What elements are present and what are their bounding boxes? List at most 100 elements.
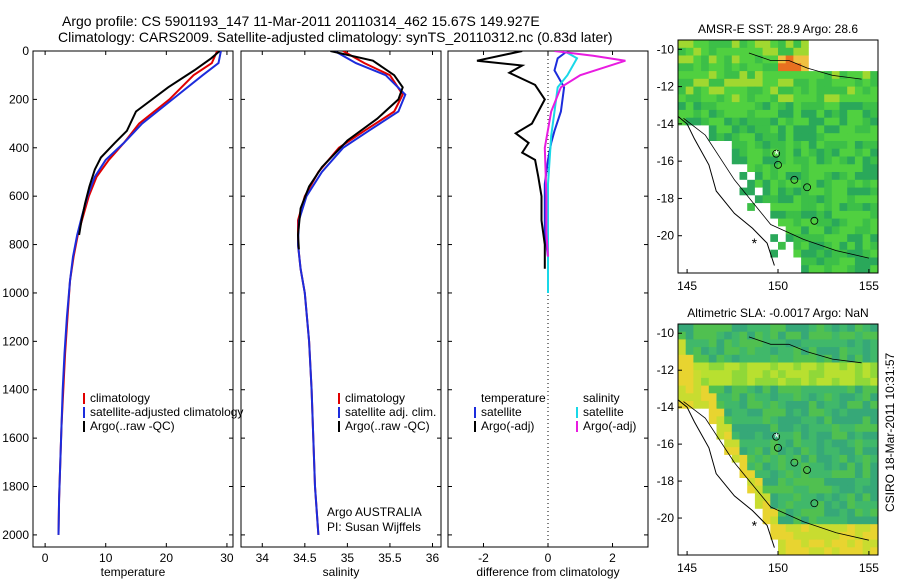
- map-cell: [701, 447, 710, 456]
- map-cell: [708, 501, 717, 510]
- map-cell: [754, 501, 763, 510]
- map-cell: [747, 249, 756, 258]
- map-cell: [847, 195, 856, 204]
- map-cell: [754, 47, 763, 56]
- map-cell: [762, 501, 771, 510]
- map-cell: [778, 362, 787, 371]
- map-cell: [770, 172, 779, 181]
- map-cell: [862, 508, 871, 517]
- map-cell: [839, 257, 848, 266]
- map-cell: [693, 501, 702, 510]
- map-cell: [693, 493, 702, 502]
- map-cell: [739, 393, 748, 402]
- map-cell: [701, 117, 710, 126]
- map-cell: [870, 424, 879, 433]
- map-cell: [816, 408, 825, 417]
- map-cell: [862, 40, 871, 49]
- map-cell: [854, 249, 863, 258]
- x-tick-label-salinity: 34: [256, 551, 270, 565]
- map-cell: [739, 324, 748, 333]
- map-cell: [862, 117, 871, 126]
- map-cell: [678, 485, 687, 494]
- map-cell: [778, 55, 787, 64]
- map-cell: [747, 516, 756, 525]
- map-cell: [724, 210, 733, 220]
- map-cell: [739, 102, 748, 111]
- map-cell: [862, 454, 871, 463]
- map-cell: [854, 347, 863, 356]
- map-cell: [708, 63, 717, 72]
- map-cell: [701, 249, 710, 258]
- map-cell: [708, 148, 717, 157]
- x-tick-label-temperature: 10: [99, 551, 113, 565]
- map-cell: [747, 439, 756, 448]
- map-cell: [724, 501, 733, 510]
- map-cell: [678, 354, 687, 363]
- map-cell: [824, 370, 833, 379]
- x-tick-label-temperature: 20: [160, 551, 174, 565]
- map-cell: [693, 531, 702, 540]
- map-cell: [801, 78, 810, 87]
- map-cell: [701, 424, 710, 433]
- map-cell: [862, 324, 871, 333]
- map-cell: [678, 241, 687, 251]
- map-cell: [708, 547, 717, 556]
- map-cell: [801, 234, 810, 243]
- map-cell: [854, 370, 863, 379]
- map-cell: [754, 203, 763, 212]
- map-cell: [716, 141, 725, 150]
- map-cell: [693, 339, 702, 348]
- map-cell: [770, 141, 779, 150]
- map-cell: [739, 141, 748, 150]
- map-cell: [731, 478, 740, 487]
- map-cell: [708, 172, 717, 181]
- map-cell: [785, 117, 794, 126]
- map-cell: [839, 148, 848, 157]
- map-cell: [693, 470, 702, 479]
- map-cell: [778, 385, 787, 394]
- map-cell: [678, 531, 687, 540]
- map-cell: [816, 257, 825, 266]
- map-cell: [785, 439, 794, 448]
- map-cell: [693, 47, 702, 56]
- map-cell: [847, 265, 856, 274]
- map-cell: [793, 493, 802, 502]
- map-cell: [831, 102, 840, 111]
- map-cell: [770, 431, 779, 440]
- map-cell: [824, 71, 833, 80]
- map-cell: [716, 265, 725, 274]
- map-cell: [708, 226, 717, 235]
- map-cell: [778, 547, 787, 556]
- map-cell: [731, 431, 740, 440]
- map-cell: [854, 133, 863, 142]
- map-cell: [701, 187, 710, 196]
- map-cell: [824, 416, 833, 425]
- map-cell: [770, 109, 779, 119]
- map-cell: [716, 148, 725, 157]
- map-cell: [847, 547, 856, 556]
- map-cell: [685, 324, 694, 333]
- map-cell: [716, 210, 725, 220]
- map-cell: [847, 401, 856, 410]
- map-cell: [739, 257, 748, 266]
- map-cell: [839, 47, 848, 56]
- map-cell: [678, 408, 687, 417]
- map-cell: [778, 265, 787, 274]
- map-cell: [754, 539, 763, 548]
- map-cell: [778, 416, 787, 425]
- map-cell: [739, 416, 748, 425]
- map-cell: [770, 218, 779, 227]
- map-cell: [854, 257, 863, 266]
- map-cell: [862, 462, 871, 471]
- map-cell: [739, 195, 748, 204]
- map-cell: [716, 226, 725, 235]
- map-cell: [847, 133, 856, 142]
- map-cell: [793, 547, 802, 556]
- map-cell: [724, 125, 733, 134]
- map-cell: [839, 347, 848, 356]
- map-cell: [870, 218, 879, 227]
- map-cell: [747, 485, 756, 494]
- map-cell: [862, 218, 871, 227]
- map-cell: [847, 470, 856, 479]
- map-cell: [778, 447, 787, 456]
